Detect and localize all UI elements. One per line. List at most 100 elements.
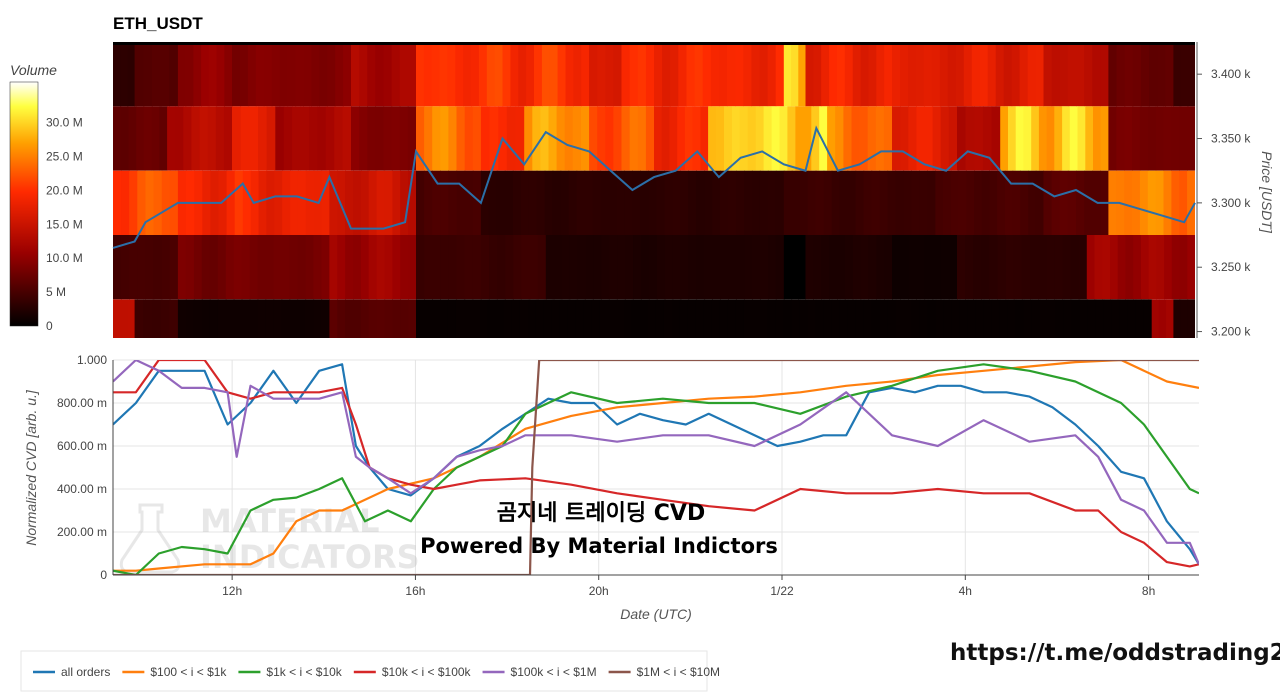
heatmap-cell xyxy=(884,42,893,107)
heatmap-cell xyxy=(359,42,368,107)
heatmap-cell xyxy=(400,299,409,338)
heatmap-cell xyxy=(431,42,441,107)
heatmap-cell xyxy=(448,170,458,235)
heatmap-cell xyxy=(718,42,728,107)
heatmap-cell xyxy=(868,42,877,107)
colorbar-title: Volume xyxy=(10,62,57,78)
heatmap-cell xyxy=(317,106,327,171)
heatmap-cell xyxy=(113,42,121,107)
heatmap-cell xyxy=(775,170,785,235)
cvd-x-tick-label: 8h xyxy=(1142,584,1155,598)
heatmap-cell xyxy=(1124,106,1133,171)
heatmap-cell xyxy=(279,42,289,107)
heatmap-cell xyxy=(1125,235,1134,300)
heatmap-cell xyxy=(995,42,1005,107)
heatmap-cell xyxy=(167,106,176,171)
heatmap-cell xyxy=(321,235,330,300)
cvd-x-axis-label: Date (UTC) xyxy=(620,606,692,622)
heatmap-cell xyxy=(1139,106,1149,171)
heatmap-cell xyxy=(839,299,849,338)
heatmap-cell xyxy=(495,299,505,338)
heatmap-cell xyxy=(875,106,885,171)
heatmap-cell xyxy=(1038,235,1047,300)
heatmap-cell xyxy=(416,299,425,338)
legend-label[interactable]: all orders xyxy=(61,665,110,679)
heatmap-cell xyxy=(1166,299,1174,338)
heatmap-cell xyxy=(621,106,631,171)
heatmap-cell xyxy=(975,299,985,338)
heatmap-cell xyxy=(565,42,574,107)
heatmap-cell xyxy=(440,106,449,171)
heatmap-cell xyxy=(1046,106,1055,171)
colorbar-tick-label: 20.0 M xyxy=(46,183,83,197)
heatmap-cell xyxy=(392,170,401,235)
heatmap-cell xyxy=(266,170,275,235)
heatmap-cell xyxy=(537,235,547,300)
heatmap-cell xyxy=(368,235,378,300)
heatmap-cell xyxy=(615,299,625,338)
heatmap-cell xyxy=(868,235,877,300)
heatmap-cell xyxy=(704,235,713,300)
cvd-plot-background xyxy=(113,360,1199,575)
heatmap-cell xyxy=(597,42,606,107)
colorbar-tick-label: 30.0 M xyxy=(46,116,83,130)
heatmap-cell xyxy=(127,299,136,338)
cvd-y-tick-label: 0 xyxy=(100,568,107,582)
heatmap-cell xyxy=(1054,106,1063,171)
heatmap-cell xyxy=(303,42,312,107)
heatmap-cell xyxy=(439,42,449,107)
heatmap-cell xyxy=(345,235,354,300)
heatmap-cell xyxy=(887,299,897,338)
heatmap-cell xyxy=(255,42,265,107)
heatmap-cell xyxy=(447,299,457,338)
telegram-link[interactable]: https://t.me/oddstrading2 xyxy=(950,640,1280,666)
heatmap-cell xyxy=(771,106,781,171)
heatmap-cell xyxy=(384,299,393,338)
heatmap-cell xyxy=(884,235,893,300)
legend-label[interactable]: $10k < i < $100k xyxy=(382,665,472,679)
heatmap-cell xyxy=(939,42,949,107)
heatmap-cell xyxy=(617,235,626,300)
legend-label[interactable]: $100k < i < $1M xyxy=(511,665,597,679)
heatmap-cell xyxy=(837,235,846,300)
heatmap-cell xyxy=(321,299,330,338)
heatmap-cell xyxy=(1077,106,1086,171)
heatmap-cell xyxy=(871,299,881,338)
heatmap-cell xyxy=(568,170,578,235)
heatmap-cell xyxy=(432,235,441,300)
heatmap-cell xyxy=(597,106,606,171)
legend-label[interactable]: $1M < i < $10M xyxy=(637,665,720,679)
heatmap-cell xyxy=(584,170,594,235)
heatmap-cell xyxy=(892,235,901,300)
heatmap-cell xyxy=(671,299,681,338)
heatmap-cell xyxy=(159,106,168,171)
heatmap-cell xyxy=(275,106,285,171)
heatmap-cell xyxy=(1165,42,1174,107)
heatmap-cell xyxy=(744,235,753,300)
heatmap-cell xyxy=(335,42,344,107)
heatmap-cell xyxy=(217,299,227,338)
heatmap-cell xyxy=(448,235,458,300)
cvd-series xyxy=(113,360,1199,575)
heatmap-cell xyxy=(645,106,655,171)
heatmap-cell xyxy=(935,299,945,338)
heatmap-cell xyxy=(751,170,761,235)
heatmap-cell xyxy=(640,170,649,235)
heatmap-cell xyxy=(152,299,162,338)
heatmap-cell xyxy=(855,299,865,338)
heatmap-cell xyxy=(376,235,386,300)
heatmap-cell xyxy=(989,170,998,235)
heatmap-cell xyxy=(1147,106,1157,171)
heatmap-cell xyxy=(759,42,769,107)
legend-label[interactable]: $1k < i < $10k xyxy=(266,665,342,679)
heatmap-cell xyxy=(241,235,251,300)
heatmap-cell xyxy=(589,106,598,171)
heatmap-cell xyxy=(752,235,761,300)
heatmap-cell xyxy=(813,235,822,300)
heatmap-cell xyxy=(649,235,658,300)
heatmap-cell xyxy=(623,299,633,338)
heatmap-cell xyxy=(779,106,788,171)
heatmap-cell xyxy=(829,235,838,300)
legend-label[interactable]: $100 < i < $1k xyxy=(150,665,227,679)
heatmap-cell xyxy=(592,170,602,235)
